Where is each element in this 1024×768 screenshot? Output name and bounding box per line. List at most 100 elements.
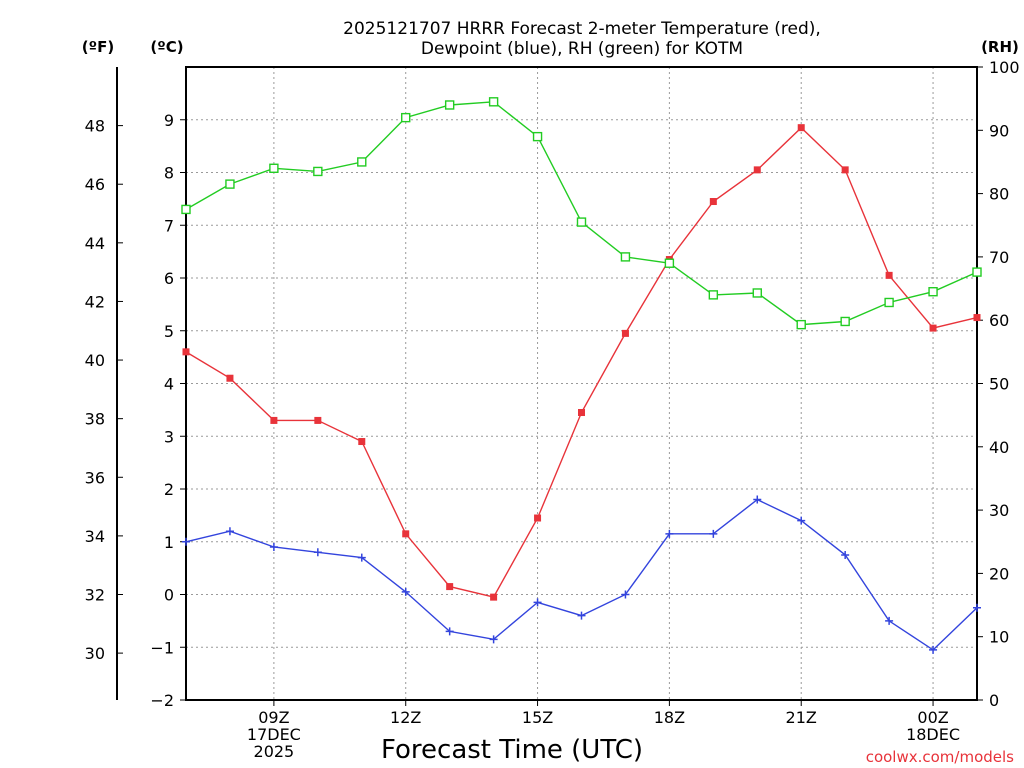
fahrenheit-tick-label: 30 [85, 644, 105, 663]
celsius-tick-label: 3 [164, 427, 174, 446]
celsius-tick-label: 8 [164, 164, 174, 183]
rh-point [620, 252, 631, 262]
chart-title-line-2: Dewpoint (blue), RH (green) for KOTM [421, 39, 743, 59]
rh-point [664, 258, 675, 268]
x-tick-label: 12Z [390, 708, 421, 727]
fahrenheit-unit-label: (ºF) [82, 38, 114, 56]
x-tick-label: 18Z [654, 708, 685, 727]
rh-point [576, 217, 587, 227]
temperature-point [621, 329, 629, 337]
fahrenheit-tick-label: 46 [85, 175, 105, 194]
fahrenheit-tick-label: 38 [85, 410, 105, 429]
rh-unit-label: (RH) [981, 38, 1019, 56]
rh-tick-label: 80 [989, 185, 1009, 204]
celsius-tick-label: 0 [164, 586, 174, 605]
celsius-tick-label: 7 [164, 216, 174, 235]
fahrenheit-tick-label: 40 [85, 351, 105, 370]
fahrenheit-tick-label: 48 [85, 117, 105, 136]
dewpoint-point [577, 611, 586, 620]
dewpoint-point [533, 598, 542, 607]
dewpoint-point [445, 627, 454, 636]
rh-tick-label: 30 [989, 501, 1009, 520]
rh-tick-label: 70 [989, 248, 1009, 267]
temperature-point [358, 438, 366, 446]
rh-line [185, 101, 978, 326]
rh-point [488, 97, 499, 107]
dewpoint-point [489, 635, 498, 644]
fahrenheit-tick-label: 36 [85, 468, 105, 487]
dewpoint-point [841, 550, 850, 559]
dewpoint-point [709, 529, 718, 538]
temperature-point [929, 324, 937, 332]
rh-point [884, 297, 894, 308]
rh-point [708, 290, 719, 300]
dewpoint-point [973, 603, 981, 612]
temperature-point [402, 530, 410, 538]
rh-point [928, 287, 938, 297]
rh-tick-label: 20 [989, 564, 1009, 583]
rh-tick-label: 40 [989, 438, 1009, 457]
rh-tick-label: 10 [989, 628, 1009, 647]
dewpoint-point [269, 543, 278, 552]
fahrenheit-tick-label: 34 [85, 527, 105, 546]
celsius-unit-label: (ºC) [150, 38, 183, 56]
dewpoint-point [797, 516, 806, 525]
rh-point [357, 157, 367, 167]
grid-lines [186, 67, 977, 700]
x-tick-label: 2025 [254, 742, 295, 761]
x-tick-label: 09Z [258, 708, 289, 727]
fahrenheit-tick-label: 32 [85, 586, 105, 605]
dewpoint-point [313, 548, 322, 557]
temperature-line [185, 126, 978, 598]
temperature-point [314, 416, 322, 424]
dewpoint-point [665, 529, 674, 538]
temperature-point [973, 314, 981, 322]
temperature-point [841, 166, 849, 174]
temperature-point [797, 124, 805, 132]
temperature-point [578, 409, 585, 417]
fahrenheit-tick-label: 42 [85, 292, 105, 311]
rh-point [752, 288, 762, 298]
x-tick-label: 21Z [786, 708, 817, 727]
rh-tick-label: 100 [989, 58, 1020, 77]
dewpoint-point [621, 590, 630, 599]
rh-point [840, 316, 850, 327]
dewpoint-point [885, 616, 894, 625]
celsius-tick-label: 2 [164, 480, 174, 499]
rh-point [972, 267, 982, 277]
chart-title-line-1: 2025121707 HRRR Forecast 2-meter Tempera… [343, 19, 821, 39]
dewpoint-point [753, 495, 762, 504]
fahrenheit-tick-label: 44 [85, 234, 105, 253]
temperature-point [226, 374, 234, 382]
temperature-point [270, 416, 278, 424]
x-tick-label: 15Z [522, 708, 553, 727]
x-tick-label: 00Z [917, 708, 948, 727]
celsius-tick-label: 6 [164, 269, 174, 288]
rh-point [181, 204, 191, 215]
x-axis-label: Forecast Time (UTC) [381, 735, 643, 765]
celsius-tick-label: 4 [164, 375, 174, 394]
celsius-tick-label: 1 [164, 533, 174, 552]
rh-point [796, 319, 806, 330]
rh-tick-label: 90 [989, 121, 1009, 140]
rh-point [532, 131, 543, 142]
temperature-point [446, 583, 454, 591]
celsius-tick-label: 5 [164, 322, 174, 341]
rh-tick-label: 60 [989, 311, 1009, 330]
celsius-tick-label: −1 [150, 638, 174, 657]
rh-point [225, 179, 235, 189]
dewpoint-point [225, 527, 234, 536]
temperature-point [490, 593, 498, 601]
temperature-point [753, 166, 761, 174]
temperature-point [182, 348, 190, 356]
temperature-point [885, 271, 893, 279]
rh-point [269, 163, 279, 173]
celsius-tick-label: −2 [150, 691, 174, 710]
rh-tick-label: 50 [989, 375, 1009, 394]
dewpoint-point [929, 645, 938, 654]
rh-point [313, 166, 323, 177]
temperature-point [534, 514, 542, 522]
dewpoint-point [357, 553, 366, 562]
tick-labels: −2−1012345678930323436384042444648010203… [85, 58, 1020, 761]
